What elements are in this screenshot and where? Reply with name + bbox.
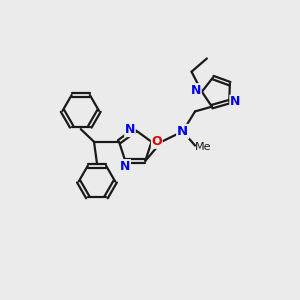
Text: N: N	[120, 160, 130, 173]
Text: N: N	[125, 124, 135, 136]
Text: O: O	[152, 135, 162, 148]
Text: Me: Me	[195, 142, 211, 152]
Text: N: N	[230, 95, 240, 108]
Text: N: N	[191, 84, 201, 97]
Text: N: N	[177, 125, 188, 138]
